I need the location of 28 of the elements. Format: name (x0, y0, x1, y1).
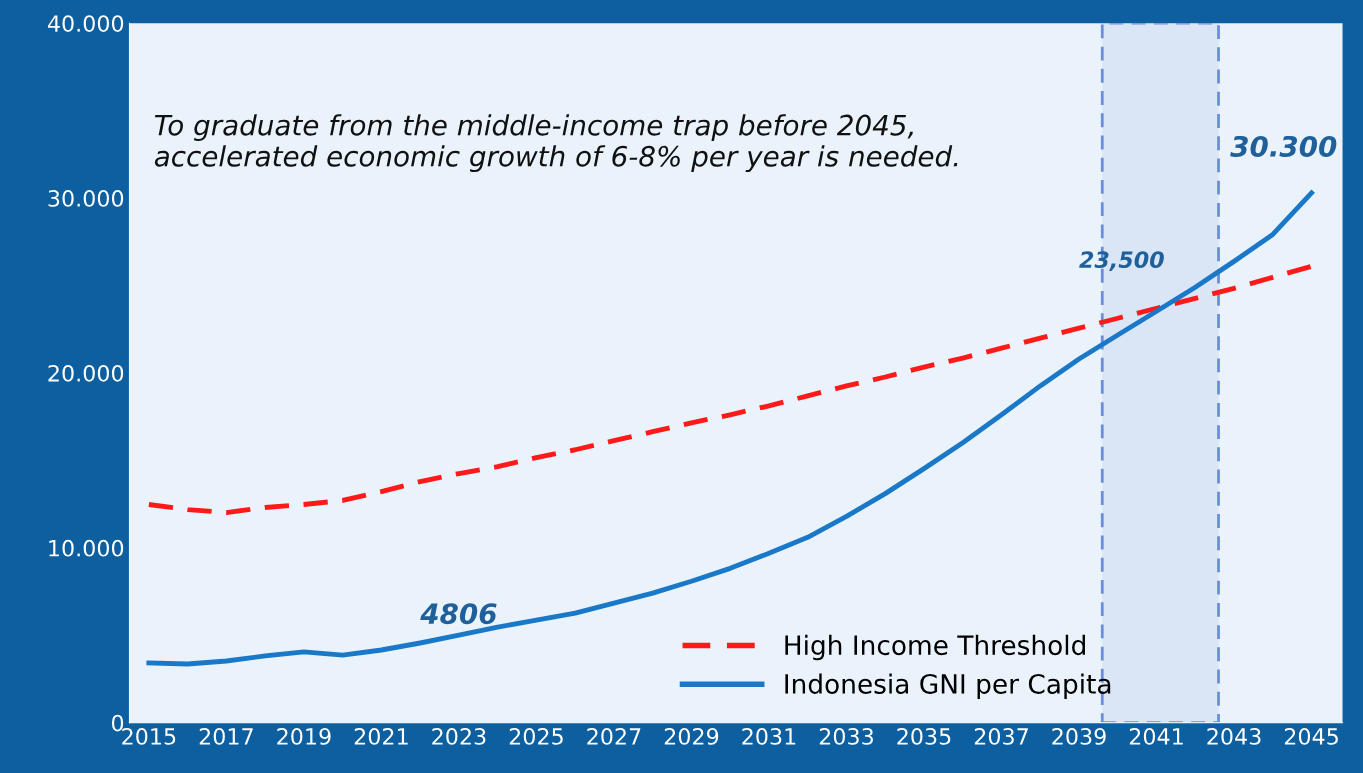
x-tick-label: 2037 (974, 728, 1028, 745)
x-tick-label: 2035 (897, 728, 951, 745)
y-tick-label: 20.000 (48, 364, 124, 382)
annotation: 30.300 (1230, 135, 1337, 157)
legend-label: High Income Threshold (785, 634, 1085, 661)
y-tick-label: 10.000 (49, 539, 124, 557)
x-tick-label: 2045 (1284, 728, 1338, 745)
x-tick-label: 2029 (664, 728, 719, 745)
x-tick-label: 2039 (1052, 728, 1106, 745)
y-tick-label: 40.000 (47, 15, 124, 32)
x-tick-label: 2031 (742, 728, 796, 745)
x-tick-label: 2027 (587, 728, 641, 745)
legend-label: Indonesia GNI per Capita (785, 673, 1111, 700)
x-tick-label: 2041 (1129, 728, 1183, 745)
y-tick-label: 30.000 (48, 190, 124, 207)
x-tick-label: 2015 (122, 728, 176, 745)
x-tick-label: 2019 (277, 728, 331, 745)
annotation: 4806 (420, 603, 497, 625)
y-tick-label: 0 (111, 714, 124, 732)
annotation: 23,500 (1079, 251, 1164, 271)
x-tick-label: 2043 (1207, 728, 1261, 745)
x-tick-label: 2033 (819, 728, 873, 745)
x-tick-label: 2023 (432, 728, 486, 745)
x-tick-label: 2021 (354, 728, 408, 745)
line-series (146, 190, 1314, 667)
x-tick-label: 2017 (199, 728, 253, 745)
x-tick-label: 2025 (509, 728, 563, 745)
annotation: To graduate from the middle-income trap before 2045, accelerated economic growth of 6-8% per year is needed. (154, 114, 958, 173)
